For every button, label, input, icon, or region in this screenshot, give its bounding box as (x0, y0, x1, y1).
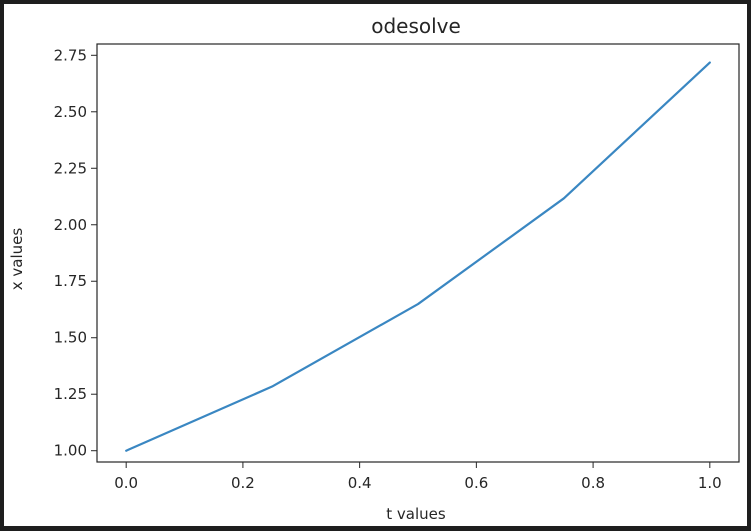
x-tick-label: 0.8 (581, 474, 605, 492)
y-tick-label: 2.75 (54, 46, 87, 64)
y-tick-label: 1.50 (54, 329, 87, 347)
y-tick-label: 1.25 (54, 385, 87, 403)
x-tick-label: 0.2 (231, 474, 255, 492)
y-tick-label: 2.50 (54, 103, 87, 121)
figure-canvas: odesolve 0.0 0.2 0.4 0.6 0.8 1.0 1.00 1.25 1.50 1… (4, 4, 747, 526)
x-tick-label: 1.0 (698, 474, 722, 492)
x-tick-label: 0.6 (464, 474, 488, 492)
y-tick-label: 1.75 (54, 272, 87, 290)
y-axis-label: x values (8, 228, 26, 291)
axes-frame (96, 43, 740, 463)
plot-group: 0.0 0.2 0.4 0.6 0.8 1.0 1.00 1.25 1.50 1.75 2.00 2.… (54, 43, 740, 492)
x-tick-label: 0.4 (348, 474, 372, 492)
x-axis-label: t values (386, 505, 446, 523)
line-chart: odesolve 0.0 0.2 0.4 0.6 0.8 1.0 1.00 1.25 1.50 1… (8, 14, 740, 523)
chart-title: odesolve (371, 14, 461, 38)
y-tick-label: 2.00 (54, 216, 87, 234)
x-tick-label: 0.0 (114, 474, 138, 492)
series-line (125, 61, 711, 452)
y-tick-label: 1.00 (54, 442, 87, 460)
y-tick-label: 2.25 (54, 159, 87, 177)
